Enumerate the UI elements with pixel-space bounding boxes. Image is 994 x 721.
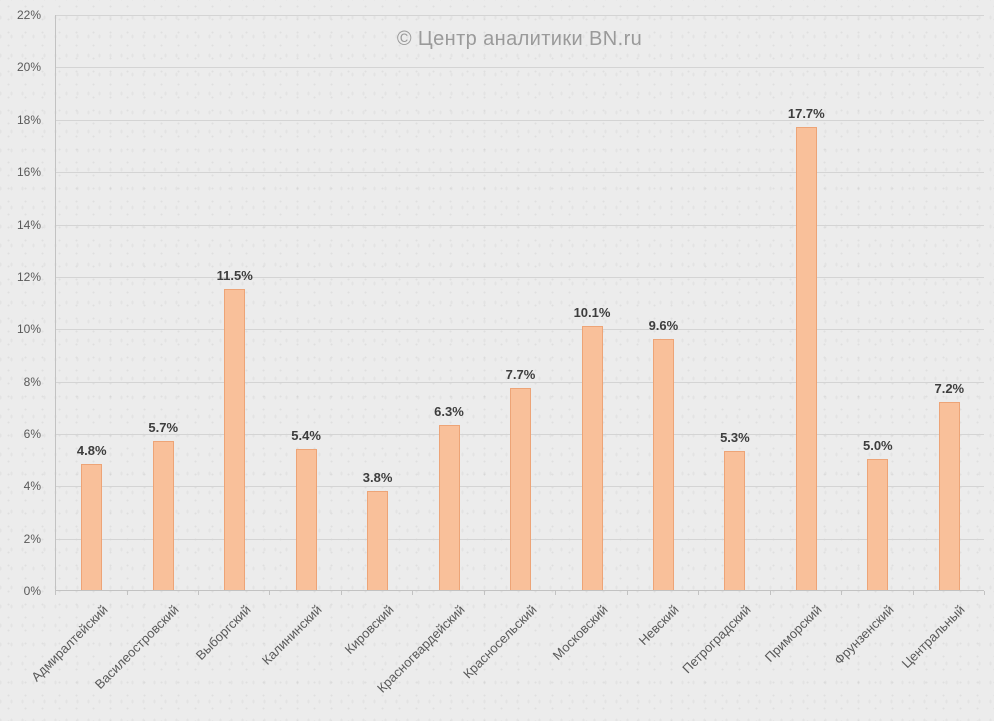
x-axis-label: Калининский	[258, 602, 325, 668]
x-axis-label: Красносельский	[459, 602, 540, 682]
bar-value-label: 7.2%	[934, 380, 965, 396]
watermark: © Центр аналитики BN.ru	[396, 28, 643, 50]
bar	[224, 288, 246, 590]
x-axis-label: Адмиралтейский	[27, 602, 111, 685]
y-axis-tick-label: 6%	[23, 426, 41, 441]
x-axis-tick	[769, 591, 771, 595]
bar	[795, 126, 817, 590]
gridline	[56, 276, 984, 278]
bar-value-label: 9.6%	[648, 317, 679, 333]
bar	[367, 490, 389, 590]
y-axis: 0% 2% 4% 6% 8% 10% 12% 14% 16% 18% 20% 22%	[0, 8, 47, 598]
y-axis-tick-label: 2%	[23, 531, 41, 546]
gridline	[56, 329, 984, 331]
x-axis-tick	[984, 591, 985, 595]
y-axis-tick-label: 12%	[16, 269, 41, 284]
bar-value-label: 11.5%	[216, 267, 253, 283]
x-axis-label: Московский	[549, 602, 611, 663]
x-axis-tick	[55, 591, 56, 595]
gridline	[56, 224, 984, 226]
x-axis-tick	[269, 591, 271, 595]
x-axis-tick	[626, 591, 628, 595]
bar	[724, 451, 746, 590]
bar	[510, 388, 531, 590]
y-axis-tick-label: 18%	[16, 112, 41, 127]
x-axis-label: Петроградский	[679, 602, 754, 677]
x-axis-tick	[340, 591, 342, 595]
gridline	[56, 172, 984, 174]
gridline	[56, 15, 984, 16]
x-axis-label: Фрунзенский	[830, 602, 897, 668]
x-axis-tick	[412, 591, 414, 595]
bar	[295, 448, 317, 590]
bar	[81, 464, 103, 590]
y-axis-tick-label: 8%	[23, 374, 41, 389]
x-axis-tick	[555, 591, 557, 595]
y-axis-tick-label: 10%	[16, 322, 41, 337]
y-axis-tick-label: 4%	[23, 479, 41, 494]
bar	[152, 440, 174, 590]
x-axis-label: Кировский	[341, 602, 397, 657]
x-axis-tick	[483, 591, 485, 595]
x-axis-tick	[197, 591, 199, 595]
x-axis-tick	[698, 591, 700, 595]
bar	[938, 401, 960, 590]
bar	[867, 459, 889, 590]
bar-value-label: 7.7%	[505, 367, 536, 383]
bar-value-label: 5.4%	[291, 427, 321, 443]
x-axis-label: Центральный	[898, 602, 968, 672]
x-axis-tick	[126, 591, 128, 595]
bar-value-label: 4.8%	[76, 443, 107, 459]
x-axis-label: Приморский	[762, 602, 825, 665]
bar-value-label: 6.3%	[434, 404, 464, 420]
y-axis-tick-label: 16%	[16, 165, 41, 180]
gridline	[56, 67, 984, 69]
x-axis-tick	[912, 591, 914, 595]
gridline	[56, 381, 984, 383]
bar-value-label: 17.7%	[787, 105, 825, 121]
plot-area: 4.8% 5.7% 11.5% 5.4% 3.8% 6.3% 7.7% 10.1% 9.6% 5.…	[55, 15, 984, 591]
y-axis-tick-label: 14%	[16, 217, 41, 232]
bar-value-label: 5.3%	[720, 430, 750, 446]
x-axis-label: Выборгский	[192, 602, 254, 663]
bar-value-label: 5.0%	[862, 438, 893, 454]
x-axis-label: Невский	[635, 602, 682, 649]
bar-value-label: 5.7%	[148, 419, 179, 435]
y-axis-tick-label: 22%	[16, 8, 41, 22]
x-axis-tick	[841, 591, 843, 595]
bar	[581, 325, 603, 590]
bar	[438, 425, 460, 590]
bar	[652, 338, 674, 590]
y-axis-tick-label: 20%	[16, 60, 41, 75]
x-axis: Адмиралтейский Василеостровский Выборгский…	[28, 591, 985, 721]
gridline	[56, 119, 984, 121]
bar-value-label: 10.1%	[573, 304, 611, 320]
y-axis-tick-label: 0%	[23, 584, 41, 598]
bar-value-label: 3.8%	[362, 469, 393, 485]
